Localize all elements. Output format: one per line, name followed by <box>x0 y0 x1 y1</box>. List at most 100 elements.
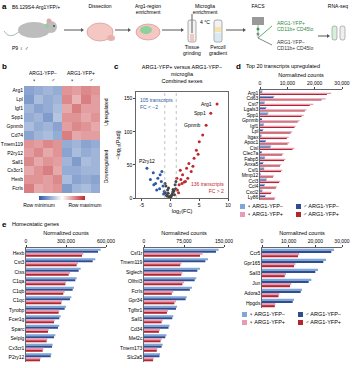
svg-text:Dissection: Dissection <box>88 3 111 9</box>
svg-text:Gpr165: Gpr165 <box>244 260 261 266</box>
svg-text:Tyrobp: Tyrobp <box>9 307 25 313</box>
svg-text:Clec7a: Clec7a <box>243 150 259 156</box>
svg-text:300,000: 300,000 <box>57 238 75 244</box>
svg-text:20,000: 20,000 <box>307 80 323 86</box>
svg-text:Cx3cr1: Cx3cr1 <box>9 345 25 351</box>
svg-text:Ccl4: Ccl4 <box>248 183 258 189</box>
svg-text:ARG1-YFP+: ARG1-YFP+ <box>67 70 95 76</box>
svg-text:Selplg: Selplg <box>10 335 24 341</box>
svg-text:20,000: 20,000 <box>308 238 324 244</box>
svg-text:Tgfbr1: Tgfbr1 <box>128 307 143 313</box>
svg-text:FACS: FACS <box>251 3 265 9</box>
svg-text:Downregulated: Downregulated <box>103 149 109 183</box>
svg-text:Gpr34: Gpr34 <box>128 297 142 303</box>
svg-text:gradient: gradient <box>209 50 228 56</box>
svg-text:Ctss: Ctss <box>14 269 25 275</box>
svg-text:C1qa: C1qa <box>12 278 24 284</box>
svg-text:♀: ♀ <box>32 77 36 83</box>
svg-text:Cd34: Cd34 <box>130 326 142 332</box>
svg-text:Anxa5: Anxa5 <box>244 161 258 167</box>
svg-text:Hpgds: Hpgds <box>246 300 261 306</box>
svg-text:♂: ♂ <box>89 77 93 83</box>
svg-text:enrichment: enrichment <box>136 9 161 15</box>
svg-text:50: 50 <box>127 162 133 168</box>
svg-text:Tmem119: Tmem119 <box>1 141 23 147</box>
svg-text:Spp1: Spp1 <box>11 114 23 120</box>
svg-text:Siglech: Siglech <box>126 269 143 275</box>
svg-text:Mef2c: Mef2c <box>129 335 143 341</box>
svg-text:Homeostatic genes: Homeostatic genes <box>12 221 59 227</box>
svg-text:P2ry12: P2ry12 <box>7 150 23 156</box>
svg-text:105 transcriptsFC < −2: 105 transcriptsFC < −2 <box>140 97 173 110</box>
svg-text:Fcrls: Fcrls <box>12 185 23 191</box>
svg-text:Normalized counts: Normalized counts <box>43 230 89 236</box>
svg-text:Arg1: Arg1 <box>201 101 212 107</box>
svg-text:♀: ♀ <box>70 77 74 83</box>
svg-text:Arg1: Arg1 <box>248 90 259 96</box>
svg-text:Sall1: Sall1 <box>131 316 142 322</box>
svg-text:Cd63: Cd63 <box>246 95 258 101</box>
svg-text:Sall3: Sall3 <box>249 270 260 276</box>
svg-text:Lpl: Lpl <box>16 96 23 102</box>
svg-text:C1qc: C1qc <box>13 297 25 303</box>
svg-text:♂: ♂ <box>51 77 55 83</box>
svg-text:Lgals3: Lgals3 <box>244 106 259 112</box>
svg-text:Fcrls: Fcrls <box>132 288 143 294</box>
svg-text:Fcer1g: Fcer1g <box>9 316 25 322</box>
svg-text:Gpnmb: Gpnmb <box>184 122 201 128</box>
svg-text:Jun: Jun <box>252 280 260 286</box>
svg-text:Tmem173: Tmem173 <box>120 345 143 351</box>
svg-text:ARG1-YFP+ versus ARG1-YFP−micr: ARG1-YFP+ versus ARG1-YFP−microgliaCombi… <box>142 64 222 84</box>
svg-text:150: 150 <box>124 95 133 101</box>
svg-text:Top 20 transcripts upregulated: Top 20 transcripts upregulated <box>246 63 320 69</box>
svg-text:Itgax: Itgax <box>248 134 259 140</box>
svg-text:Row maximum: Row maximum <box>68 202 101 208</box>
svg-text:Tmem119: Tmem119 <box>120 259 142 265</box>
svg-text:Cst7: Cst7 <box>248 101 259 107</box>
svg-text:Spp1: Spp1 <box>247 112 259 118</box>
svg-text:0: 0 <box>261 238 264 244</box>
svg-text:a: a <box>2 2 7 11</box>
svg-text:150,000: 150,000 <box>215 238 233 244</box>
svg-text:0: 0 <box>130 195 133 201</box>
svg-text:ARG1-YFP−: ARG1-YFP− <box>29 70 57 76</box>
svg-text:4 °C: 4 °C <box>200 19 210 25</box>
svg-text:Ctsl: Ctsl <box>250 145 259 151</box>
svg-text:Normalized counts: Normalized counts <box>161 230 207 236</box>
svg-text:Lpl: Lpl <box>252 128 259 134</box>
svg-text:Igf1: Igf1 <box>15 105 24 111</box>
svg-text:0: 0 <box>143 238 146 244</box>
svg-text:Arg1: Arg1 <box>12 87 23 93</box>
svg-text:Hexb: Hexb <box>11 176 23 182</box>
svg-text:600,000: 600,000 <box>97 238 115 244</box>
svg-text:C1qb: C1qb <box>12 288 24 294</box>
svg-text:0: 0 <box>259 80 262 86</box>
svg-text:0: 0 <box>25 238 28 244</box>
svg-text:P2ry12: P2ry12 <box>9 354 25 360</box>
svg-text:Spp1: Spp1 <box>194 110 206 116</box>
svg-text:Row minimum: Row minimum <box>23 202 55 208</box>
svg-text:P9 ♀ ♂: P9 ♀ ♂ <box>12 45 28 51</box>
svg-text:Normalized counts: Normalized counts <box>279 230 325 236</box>
svg-text:Cxcl2: Cxcl2 <box>246 189 259 195</box>
svg-text:-5: -5 <box>140 202 145 208</box>
svg-text:grinding: grinding <box>183 50 201 56</box>
svg-text:Upregulated: Upregulated <box>103 98 109 125</box>
svg-text:Apoc1: Apoc1 <box>244 139 258 145</box>
svg-text:Ccl3: Ccl3 <box>248 178 258 184</box>
svg-text:136 transcriptsFC > 2: 136 transcriptsFC > 2 <box>191 181 224 194</box>
svg-text:CD11b+ CD45lo: CD11b+ CD45lo <box>277 45 313 51</box>
svg-text:B6.129S4-Arg1YFP/+: B6.129S4-Arg1YFP/+ <box>12 4 60 10</box>
svg-text:RNA-seq: RNA-seq <box>328 3 349 9</box>
svg-text:10,000: 10,000 <box>280 80 296 86</box>
svg-text:Csf1: Csf1 <box>248 167 259 173</box>
svg-text:30,000: 30,000 <box>334 238 350 244</box>
svg-text:Igf1: Igf1 <box>250 123 259 129</box>
svg-text:Gpnmb: Gpnmb <box>7 123 24 129</box>
svg-text:Cx3cr1: Cx3cr1 <box>7 167 23 173</box>
svg-text:Hexb: Hexb <box>13 250 25 256</box>
svg-text:Mmp12: Mmp12 <box>242 172 259 178</box>
svg-text:−log₁₀(Padj): −log₁₀(Padj) <box>115 130 121 160</box>
svg-text:Normalized counts: Normalized counts <box>278 72 324 78</box>
svg-text:Cd74: Cd74 <box>11 132 23 138</box>
